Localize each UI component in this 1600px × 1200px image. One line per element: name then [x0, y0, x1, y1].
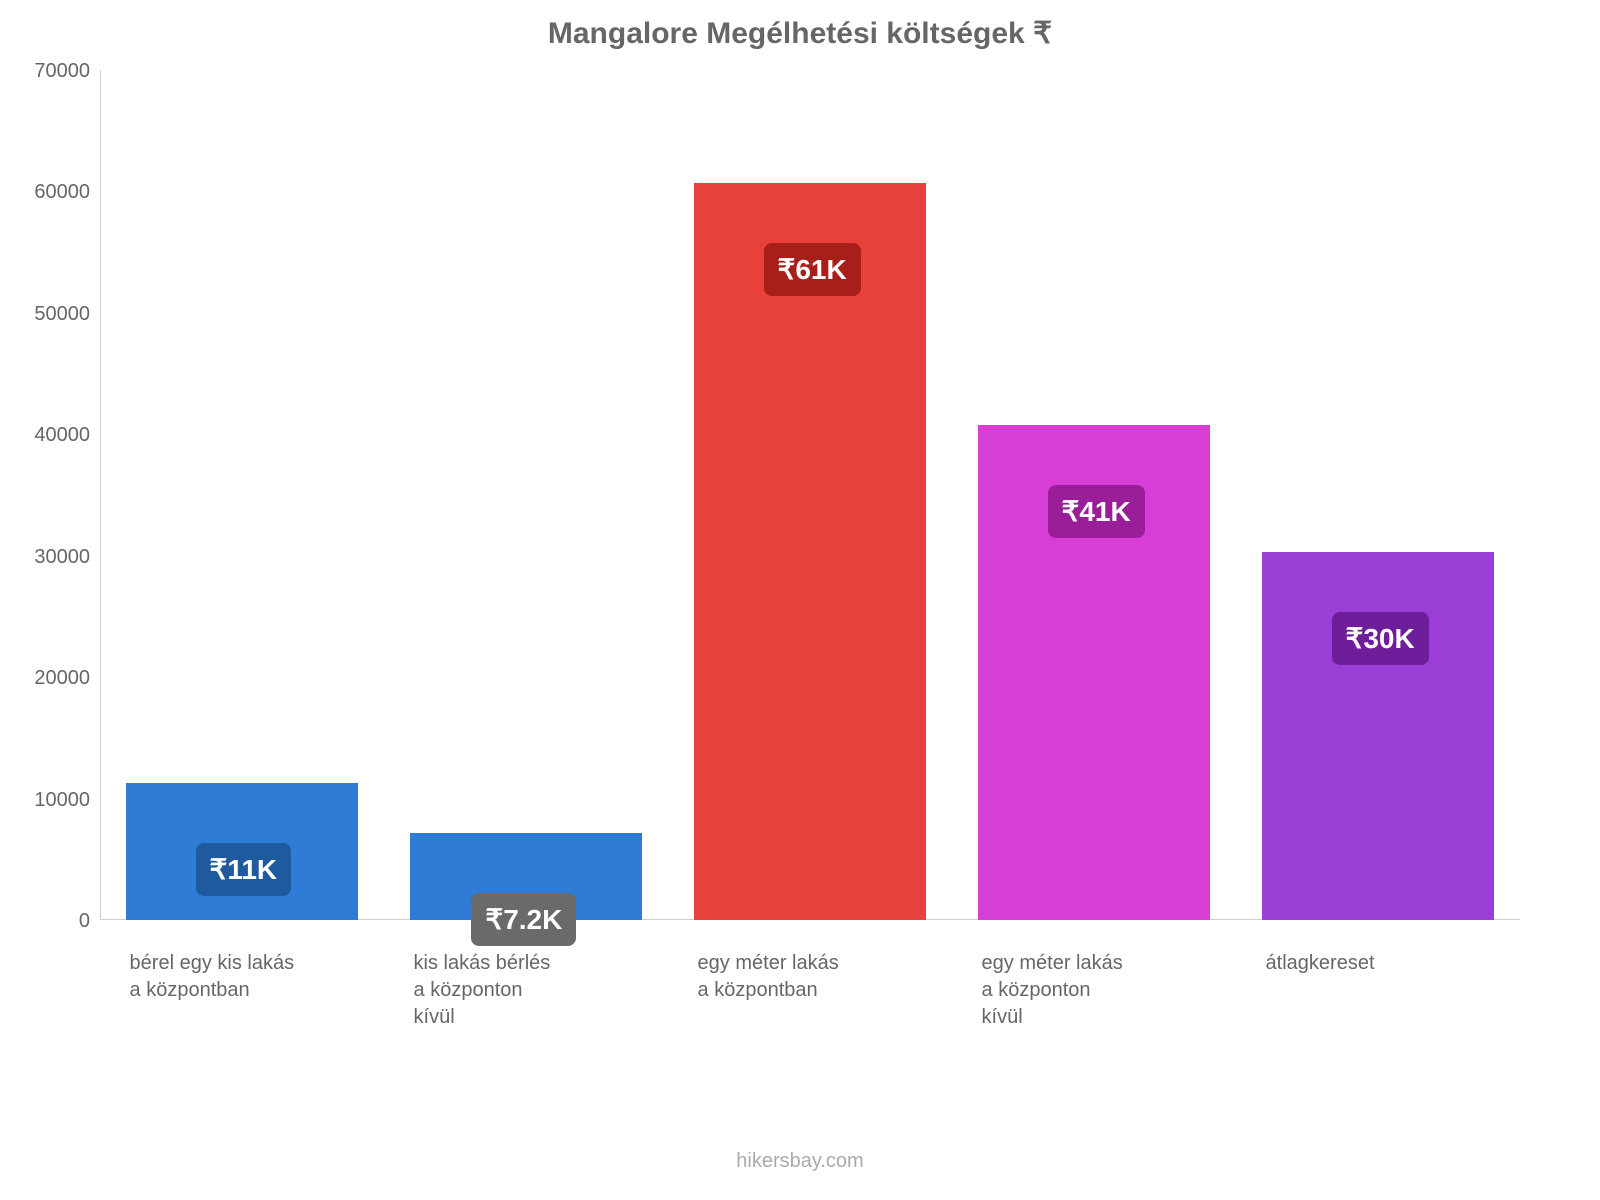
x-category-label: egy méter lakása központonkívül	[982, 950, 1275, 1031]
chart-title: Mangalore Megélhetési költségek ₹	[0, 16, 1600, 51]
bar-value-badge: ₹61K	[764, 243, 861, 296]
y-tick-label: 20000	[5, 667, 90, 690]
bar-value-badge: ₹7.2K	[471, 893, 576, 946]
y-tick-label: 0	[5, 910, 90, 933]
y-tick-label: 30000	[5, 546, 90, 569]
y-tick-label: 50000	[5, 303, 90, 326]
plot-area: 010000200003000040000500006000070000₹11K…	[100, 70, 1520, 920]
y-tick-label: 70000	[5, 60, 90, 83]
bar	[1262, 552, 1495, 920]
attribution-text: hikersbay.com	[0, 1150, 1600, 1173]
y-tick-label: 60000	[5, 181, 90, 204]
y-tick-label: 40000	[5, 424, 90, 447]
y-tick-label: 10000	[5, 789, 90, 812]
bar-value-badge: ₹41K	[1048, 485, 1145, 538]
bar-value-badge: ₹30K	[1332, 612, 1429, 665]
y-axis-line	[100, 70, 101, 920]
chart-stage: Mangalore Megélhetési költségek ₹ 010000…	[0, 0, 1600, 1200]
bar-value-badge: ₹11K	[196, 843, 292, 896]
x-category-label: bérel egy kis lakása központban	[130, 950, 423, 1004]
x-category-label: egy méter lakása központban	[698, 950, 991, 1004]
x-category-label: kis lakás bérlésa központonkívül	[414, 950, 707, 1031]
x-category-label: átlagkereset	[1266, 950, 1559, 977]
